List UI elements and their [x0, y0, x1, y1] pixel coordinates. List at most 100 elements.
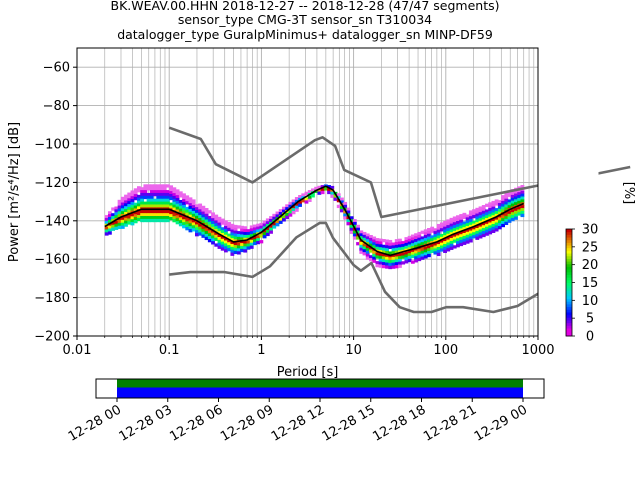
density-cell	[459, 239, 464, 244]
density-cell	[439, 248, 444, 252]
density-cell	[133, 202, 138, 206]
density-cell	[233, 233, 238, 237]
colorbar-tick-label: 15	[582, 276, 599, 291]
density-cell	[349, 230, 354, 234]
density-cell	[194, 210, 199, 214]
density-cell	[201, 228, 206, 233]
density-cell	[468, 230, 473, 234]
density-cell	[169, 193, 174, 198]
density-cell	[410, 243, 415, 247]
density-cell	[369, 258, 373, 262]
density-cell	[165, 218, 170, 223]
title-line-1: BK.WEAV.00.HHN 2018-12-27 -- 2018-12-28 …	[110, 0, 500, 13]
density-cell	[359, 244, 364, 249]
density-cell	[159, 195, 164, 200]
density-cell	[194, 227, 199, 231]
colorbar-segment	[566, 263, 572, 267]
density-cell	[465, 226, 470, 230]
density-cell	[159, 218, 164, 223]
density-cell	[169, 185, 174, 189]
density-cell	[178, 220, 183, 224]
density-cell	[449, 229, 454, 233]
density-cell	[414, 233, 418, 237]
x-tick-label: 100	[433, 343, 458, 358]
density-cell	[214, 226, 219, 230]
density-cell	[352, 224, 357, 229]
density-cell	[146, 187, 151, 191]
density-cell	[430, 249, 435, 253]
density-cell	[246, 229, 251, 233]
density-cell	[204, 236, 209, 241]
density-cell	[488, 216, 493, 220]
density-cell	[369, 243, 373, 247]
density-cell	[365, 253, 370, 257]
title-line-3: datalogger_type GuralpMinimus+ datalogge…	[117, 27, 493, 42]
density-cell	[223, 237, 228, 241]
density-cell	[414, 259, 418, 263]
density-cell	[497, 223, 502, 227]
density-cell	[485, 232, 489, 236]
density-cell	[275, 214, 280, 218]
density-cell	[472, 223, 476, 227]
density-cell	[365, 247, 370, 252]
density-cell	[233, 247, 238, 252]
density-cell	[169, 202, 174, 206]
density-cell	[143, 213, 148, 217]
density-cell	[507, 216, 512, 220]
density-cell	[462, 235, 467, 240]
density-cell	[375, 238, 380, 242]
density-cell	[472, 212, 476, 216]
density-cell	[485, 226, 489, 230]
density-cell	[375, 243, 380, 248]
density-cell	[217, 234, 222, 238]
density-cell	[446, 225, 451, 229]
density-cell	[423, 249, 428, 253]
density-cell	[178, 191, 183, 195]
density-cell	[140, 210, 145, 214]
density-cell	[143, 218, 148, 223]
density-cell	[410, 251, 415, 256]
density-cell	[459, 228, 464, 232]
density-cell	[162, 184, 167, 188]
density-cell	[185, 198, 190, 202]
density-cell	[468, 236, 473, 240]
density-cell	[468, 213, 473, 217]
density-cell	[381, 253, 386, 257]
density-cell	[136, 206, 141, 210]
colorbar-segment	[566, 327, 572, 332]
density-cell	[307, 198, 312, 202]
density-cell	[517, 192, 522, 196]
density-cell	[504, 192, 509, 197]
density-cell	[136, 200, 141, 204]
density-cell	[124, 223, 128, 227]
density-cell	[478, 232, 483, 236]
density-cell	[194, 215, 199, 220]
density-cell	[465, 220, 470, 224]
density-cell	[468, 216, 473, 220]
density-cell	[114, 215, 119, 219]
density-cell	[204, 213, 209, 218]
density-cell	[288, 207, 293, 211]
density-cell	[452, 233, 457, 238]
density-cell	[185, 227, 190, 231]
density-cell	[201, 234, 206, 238]
density-cell	[417, 240, 422, 244]
density-cell	[227, 224, 232, 229]
density-cell	[433, 236, 438, 241]
colorbar-segment	[566, 298, 572, 302]
density-cell	[417, 243, 422, 247]
density-cell	[436, 232, 441, 236]
density-cell	[149, 204, 154, 208]
density-cell	[214, 234, 219, 239]
density-cell	[191, 219, 196, 223]
density-cell	[510, 197, 515, 202]
density-cell	[430, 229, 435, 233]
colorbar-segment	[566, 330, 572, 334]
density-cell	[104, 226, 109, 230]
density-cell	[481, 225, 486, 229]
density-cell	[188, 211, 193, 216]
density-cell	[246, 246, 251, 250]
density-cell	[485, 203, 489, 207]
density-cell	[443, 223, 447, 228]
density-cell	[198, 212, 203, 216]
